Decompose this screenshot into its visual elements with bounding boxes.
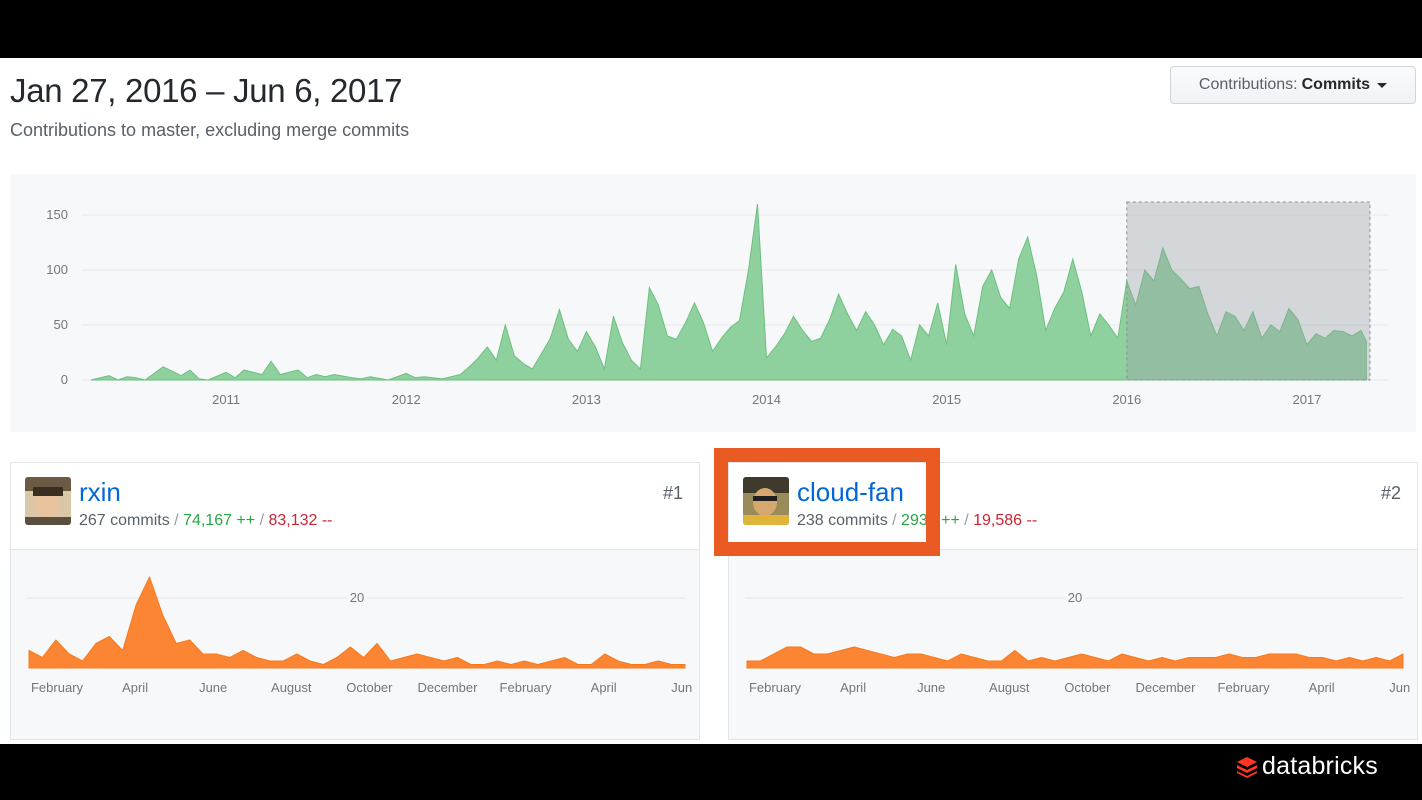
- x-tick-label: Jun: [1389, 680, 1410, 695]
- contributor-card-rxin: rxin 267 commits / 74,167 ++ / 83,132 --…: [10, 462, 700, 740]
- x-tick-label: 2014: [752, 392, 781, 407]
- x-tick-label: February: [500, 680, 553, 695]
- avatar-rxin-icon: [25, 477, 71, 525]
- commit-count[interactable]: 238 commits: [797, 512, 888, 529]
- x-tick-label: December: [1135, 680, 1196, 695]
- deletions-count: 19,586 --: [973, 512, 1038, 529]
- x-tick-label: 2012: [392, 392, 421, 407]
- commits-area-series: [28, 576, 686, 669]
- x-tick-label: 2013: [572, 392, 601, 407]
- x-tick-label: April: [840, 680, 866, 695]
- selected-range-brush: [1126, 201, 1371, 381]
- contributor-username[interactable]: rxin: [79, 477, 121, 507]
- databricks-logo: databricks: [1236, 752, 1378, 781]
- x-tick-label: February: [1218, 680, 1271, 695]
- contributor-rank: #2: [1380, 483, 1401, 503]
- x-tick-label: 2017: [1292, 392, 1321, 407]
- y-tick-label: 50: [54, 317, 68, 332]
- stats-separator: /: [964, 512, 974, 529]
- x-tick-label: June: [199, 680, 227, 695]
- commits-overview-svg[interactable]: 0 50 100 150 2011 2012 2013 2014 2015 2016 2017: [10, 174, 1416, 432]
- contributor-username[interactable]: cloud-fan: [797, 477, 904, 507]
- x-tick-label: June: [917, 680, 945, 695]
- contributor-rank: #1: [662, 483, 683, 503]
- x-tick-label: 2015: [932, 392, 961, 407]
- date-range-title: Jan 27, 2016 – Jun 6, 2017: [10, 72, 403, 109]
- x-tick-label: 2016: [1112, 392, 1141, 407]
- y-tick-label: 150: [46, 207, 68, 222]
- stats-separator: /: [259, 512, 269, 529]
- x-tick-label: October: [1064, 680, 1111, 695]
- avatar[interactable]: [25, 477, 71, 525]
- commit-count[interactable]: 267 commits: [79, 512, 170, 529]
- x-tick-label: December: [417, 680, 478, 695]
- y-tick-label: 0: [61, 372, 68, 387]
- contributor-activity-svg[interactable]: 20 February April June August October December…: [729, 550, 1417, 740]
- contributor-card-header: rxin 267 commits / 74,167 ++ / 83,132 --…: [11, 463, 699, 550]
- databricks-logo-icon: [1237, 756, 1257, 778]
- caret-down-icon: [1377, 82, 1388, 88]
- contributor-card-cloud-fan: cloud-fan 238 commits / 2939 ++ / 19,586…: [728, 462, 1418, 740]
- contributors-page: Jan 27, 2016 – Jun 6, 2017 Contributions…: [0, 58, 1422, 744]
- x-tick-label: 2011: [212, 392, 240, 407]
- deletions-count: 83,132 --: [268, 512, 333, 529]
- contributions-value: Commits: [1301, 76, 1371, 93]
- contributions-label: Contributions:: [1198, 76, 1298, 93]
- contributor-stats: 267 commits / 74,167 ++ / 83,132 --: [79, 512, 333, 530]
- contributor-card-header: cloud-fan 238 commits / 2939 ++ / 19,586…: [729, 463, 1417, 550]
- avatar-cloud-fan-icon: [743, 477, 789, 525]
- databricks-wordmark: databricks: [1262, 752, 1378, 780]
- y-gridline-label: 20: [1068, 590, 1082, 605]
- x-tick-label: February: [749, 680, 802, 695]
- contributor-activity-chart[interactable]: 20 February April June August October December…: [11, 550, 699, 739]
- x-tick-label: Jun: [671, 680, 692, 695]
- commits-area-series: [90, 203, 1367, 381]
- x-tick-label: August: [271, 680, 312, 695]
- stats-separator: /: [174, 512, 184, 529]
- x-tick-label: April: [1309, 680, 1335, 695]
- stats-separator: /: [892, 512, 902, 529]
- contributions-subtitle: Contributions to master, excluding merge…: [10, 120, 410, 140]
- contributions-type-dropdown[interactable]: Contributions: Commits: [1170, 66, 1416, 104]
- commits-area-series: [746, 646, 1404, 669]
- x-tick-label: April: [122, 680, 148, 695]
- y-tick-label: 100: [46, 262, 68, 277]
- commits-overview-chart[interactable]: 0 50 100 150 2011 2012 2013 2014 2015 2016 2017: [10, 174, 1416, 432]
- x-tick-label: August: [989, 680, 1030, 695]
- x-tick-label: February: [31, 680, 84, 695]
- x-tick-label: October: [346, 680, 393, 695]
- contributor-activity-chart[interactable]: 20 February April June August October December…: [729, 550, 1417, 739]
- x-tick-label: April: [591, 680, 617, 695]
- contributor-activity-svg[interactable]: 20 February April June August October December…: [11, 550, 699, 740]
- avatar[interactable]: [743, 477, 789, 525]
- contributor-stats: 238 commits / 2939 ++ / 19,586 --: [797, 512, 1037, 530]
- y-gridline-label: 20: [350, 590, 364, 605]
- additions-count: 74,167 ++: [183, 512, 256, 529]
- additions-count: 939 ++: [909, 512, 960, 529]
- additions-count-prefix: 2: [901, 512, 910, 529]
